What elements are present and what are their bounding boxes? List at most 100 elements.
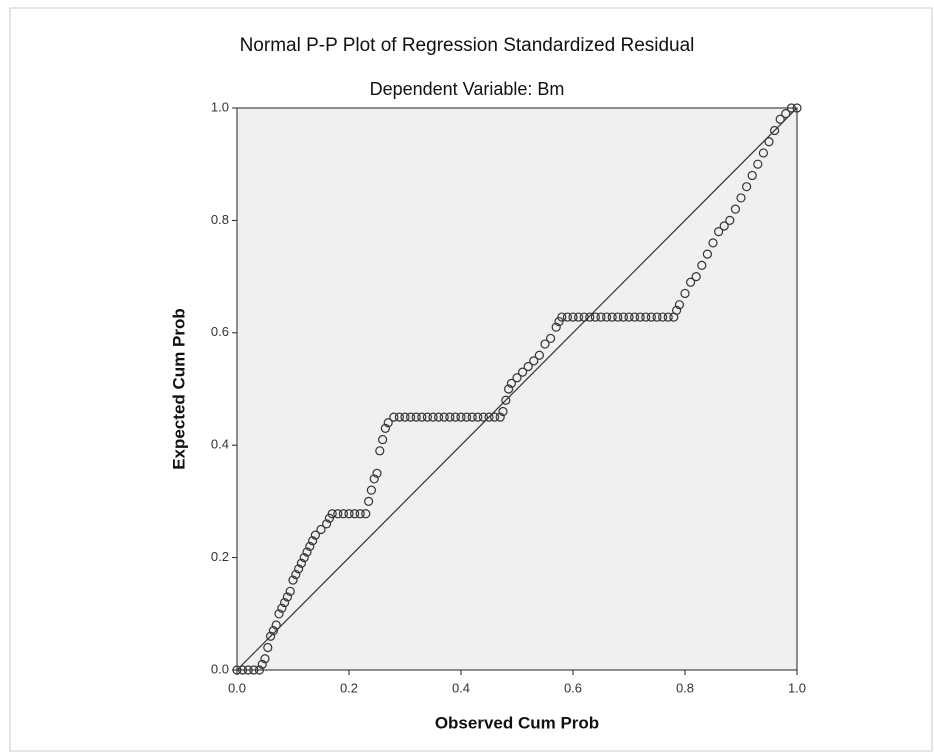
data-point [417,412,427,422]
x-axis-label: Observed Cum Prob [435,713,599,732]
data-point [467,412,477,422]
x-tick-label: 0.8 [676,680,694,695]
data-point [708,238,718,248]
data-point [498,406,508,417]
data-point [691,272,701,282]
data-point [310,530,320,540]
data-point [512,373,522,383]
data-point [781,109,791,119]
data-point [646,312,657,322]
data-point [674,300,685,310]
data-point [590,312,601,322]
x-tick-label: 0.4 [452,680,470,695]
chart-title: Normal P-P Plot of Regression Standardiz… [240,35,695,56]
data-point [274,609,284,619]
data-point [769,125,780,136]
data-point [322,519,332,529]
data-point [406,412,416,422]
data-point [680,288,690,299]
data-point [375,446,385,456]
data-point [652,312,662,322]
data-point [641,312,651,322]
data-point [389,412,399,422]
data-point [280,597,290,608]
data-point [344,509,354,519]
data-point [663,312,673,322]
data-point [361,509,371,519]
data-point [333,509,343,519]
data-point [786,103,797,113]
data-point [378,434,388,445]
data-point [618,312,629,322]
data-point [629,312,640,322]
data-point [282,592,292,602]
data-point [792,103,802,113]
data-point [562,312,573,322]
data-point [350,509,360,519]
data-point [758,148,769,158]
data-point [232,665,242,675]
data-point [551,322,561,332]
data-point [439,412,449,422]
data-point [456,412,466,422]
data-point [450,412,460,422]
data-point [725,215,735,225]
data-point [579,312,589,322]
data-point [775,114,785,124]
data-point [753,159,763,169]
data-point [534,350,545,360]
data-point [324,513,334,523]
y-axis-label: Expected Cum Prob [169,308,188,470]
data-point [445,412,455,422]
data-point [422,412,432,422]
data-point [557,312,567,322]
data-point [411,412,421,422]
data-point [596,312,606,322]
data-point [473,412,483,422]
data-point [523,361,533,372]
data-point [380,423,390,433]
data-point [428,412,438,422]
x-tick-label: 1.0 [788,680,806,695]
data-point [501,395,511,405]
data-point [263,642,273,653]
data-point [372,468,382,478]
reference-line [236,107,798,671]
data-point [254,665,264,675]
data-point [296,558,306,568]
data-point [305,541,315,551]
data-point [316,524,326,535]
data-point [369,474,379,484]
data-point [545,333,556,344]
data-point [495,412,505,422]
data-point [504,384,514,394]
data-point [291,569,301,580]
data-point [434,412,444,422]
data-point [277,603,287,613]
data-point [268,626,278,636]
data-point [764,137,774,147]
data-point [697,260,707,270]
data-point [394,412,404,422]
data-point [517,367,528,377]
data-point [285,586,295,596]
data-point [741,182,752,192]
data-point [747,170,757,181]
data-point [355,509,365,519]
data-point [400,412,410,422]
y-tick-label: 0.2 [211,549,229,564]
data-point [249,665,259,675]
data-point [529,356,539,366]
data-point [364,496,374,506]
y-tick-label: 0.4 [211,437,229,452]
data-point [635,312,645,322]
data-point [685,277,696,287]
data-point [568,312,578,322]
data-point [506,378,516,388]
data-point [288,575,298,585]
data-point [338,509,348,519]
data-point [730,204,741,214]
data-point [366,485,376,495]
data-point [607,312,617,322]
